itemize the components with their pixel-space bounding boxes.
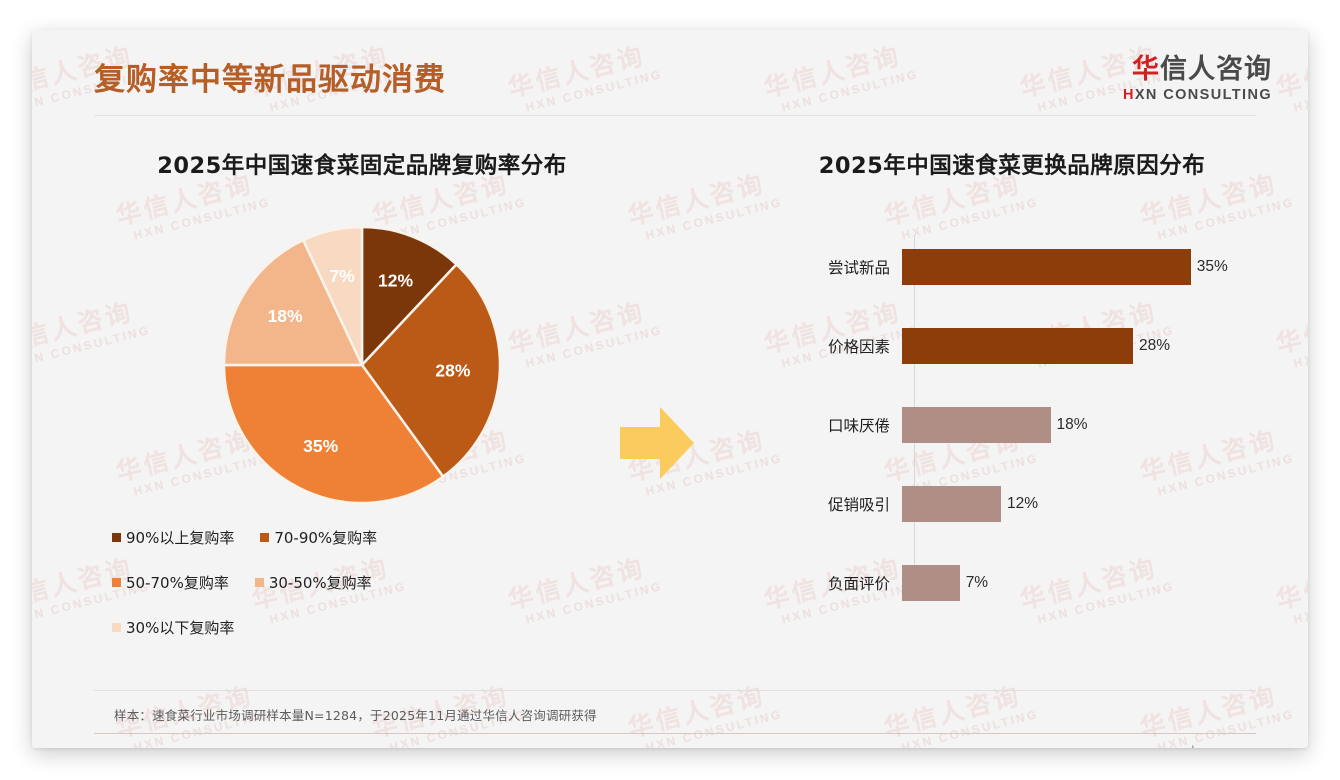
pie-legend: 90%以上复购率 70-90%复购率 50-70%复购率 30-50%复购率 30%以下… bbox=[82, 527, 542, 662]
slide-header: 复购率中等新品驱动消费 华信人咨询 HXN CONSULTING bbox=[32, 30, 1308, 118]
bar-category-label: 价格因素 bbox=[827, 338, 890, 356]
bar-row: 促销吸引 12% bbox=[732, 486, 1292, 522]
pie-slice-label: 35% bbox=[303, 436, 338, 456]
legend-label: 50-70%复购率 bbox=[126, 574, 229, 592]
logo-rest-chars: 信人咨询 bbox=[1160, 54, 1272, 85]
bar-row: 尝试新品 35% bbox=[732, 249, 1292, 285]
left-chart-panel: 2025年中国速食菜固定品牌复购率分布 12% 28% 35% 18% 7% 90%以上… bbox=[82, 148, 642, 662]
bar-row: 价格因素 28% bbox=[732, 328, 1292, 364]
right-chart-title: 2025年中国速食菜更换品牌原因分布 bbox=[818, 153, 1206, 179]
sample-footnote: 样本：速食菜行业市场调研样本量N=1284，于2025年11月通过华信人咨询调研… bbox=[114, 708, 597, 723]
slide-card: 华信人咨询 HXN CONSULTING 华信人咨询 HXN CONSULTING 华信… bbox=[32, 30, 1308, 748]
flow-arrow bbox=[616, 403, 698, 488]
pie-chart-svg: 12% 28% 35% 18% 7% bbox=[222, 225, 502, 505]
bar-chart: 尝试新品 35% 价格因素 28% 口味厌倦 18% 促销吸引 12% 负面评价 7% bbox=[732, 235, 1292, 601]
legend-swatch-icon bbox=[254, 578, 264, 587]
pie-slice bbox=[222, 363, 445, 505]
bar-value-label: 35% bbox=[1196, 258, 1228, 275]
bar-track: 12% bbox=[902, 486, 1292, 522]
legend-item[interactable]: 30%以下复购率 bbox=[112, 617, 234, 638]
company-logo: 华信人咨询 HXN CONSULTING bbox=[1123, 54, 1272, 103]
pie-slice bbox=[360, 225, 459, 369]
pie-slice bbox=[360, 262, 502, 479]
legend-swatch-icon bbox=[260, 533, 270, 542]
bar-track: 18% bbox=[902, 407, 1292, 443]
right-chart-panel: 2025年中国速食菜更换品牌原因分布 尝试新品 35% 价格因素 28% 口味厌倦 18%… bbox=[732, 148, 1292, 601]
pie-slice bbox=[222, 238, 364, 367]
bar-fill bbox=[902, 565, 960, 601]
bar-fill bbox=[902, 249, 1191, 285]
legend-label: 30-50%复购率 bbox=[268, 574, 372, 592]
copyright-text: ©2026.1 HXR华信人咨询 bbox=[94, 744, 243, 748]
legend-label: 90%以上复购率 bbox=[126, 529, 235, 547]
bar-category-label: 口味厌倦 bbox=[827, 417, 890, 435]
legend-item[interactable]: 50-70%复购率 bbox=[112, 572, 229, 593]
pie-slice bbox=[301, 225, 364, 366]
footnote-divider bbox=[94, 690, 1256, 691]
footer-divider bbox=[94, 733, 1256, 734]
legend-swatch-icon bbox=[112, 533, 121, 542]
bar-row: 负面评价 7% bbox=[732, 565, 1292, 601]
left-chart-title: 2025年中国速食菜固定品牌复购率分布 bbox=[157, 153, 567, 179]
bar-value-label: 7% bbox=[965, 574, 989, 591]
logo-chinese-text: 华信人咨询 bbox=[1123, 54, 1272, 85]
logo-accent-char: 华 bbox=[1132, 54, 1160, 85]
bar-fill bbox=[902, 407, 1051, 443]
logo-en-rest: XN CONSULTING bbox=[1134, 87, 1272, 104]
bar-track: 28% bbox=[902, 328, 1292, 364]
bar-category-label: 负面评价 bbox=[827, 575, 890, 593]
bar-value-label: 28% bbox=[1139, 337, 1171, 354]
bar-category-label: 尝试新品 bbox=[827, 259, 890, 277]
pie-slice-label: 18% bbox=[268, 306, 303, 326]
legend-swatch-icon bbox=[112, 623, 121, 632]
legend-swatch-icon bbox=[112, 578, 121, 587]
legend-item[interactable]: 30-50%复购率 bbox=[254, 572, 372, 593]
header-divider bbox=[94, 115, 1256, 116]
pie-slice-label: 7% bbox=[329, 266, 355, 286]
bar-track: 35% bbox=[902, 249, 1292, 285]
logo-english-text: HXN CONSULTING bbox=[1123, 87, 1272, 103]
bar-row: 口味厌倦 18% bbox=[732, 407, 1292, 443]
legend-item[interactable]: 70-90%复购率 bbox=[260, 527, 377, 548]
bar-fill bbox=[902, 328, 1133, 364]
bar-track: 7% bbox=[902, 565, 1292, 601]
legend-label: 30%以下复购率 bbox=[126, 619, 235, 637]
bar-value-label: 18% bbox=[1056, 416, 1088, 433]
legend-item[interactable]: 90%以上复购率 bbox=[112, 527, 234, 548]
bar-fill bbox=[902, 486, 1001, 522]
website-link[interactable]: www.hxrcon.com bbox=[1162, 744, 1256, 748]
pie-slice-label: 12% bbox=[378, 270, 413, 290]
bar-category-label: 促销吸引 bbox=[827, 496, 890, 514]
legend-label: 70-90%复购率 bbox=[274, 529, 378, 547]
bar-value-label: 12% bbox=[1007, 495, 1039, 512]
pie-slice-label: 28% bbox=[435, 361, 470, 381]
logo-en-accent: H bbox=[1122, 87, 1135, 104]
pie-chart: 12% 28% 35% 18% 7% bbox=[222, 225, 502, 505]
page-title: 复购率中等新品驱动消费 bbox=[94, 62, 446, 98]
right-arrow-icon bbox=[620, 407, 694, 479]
